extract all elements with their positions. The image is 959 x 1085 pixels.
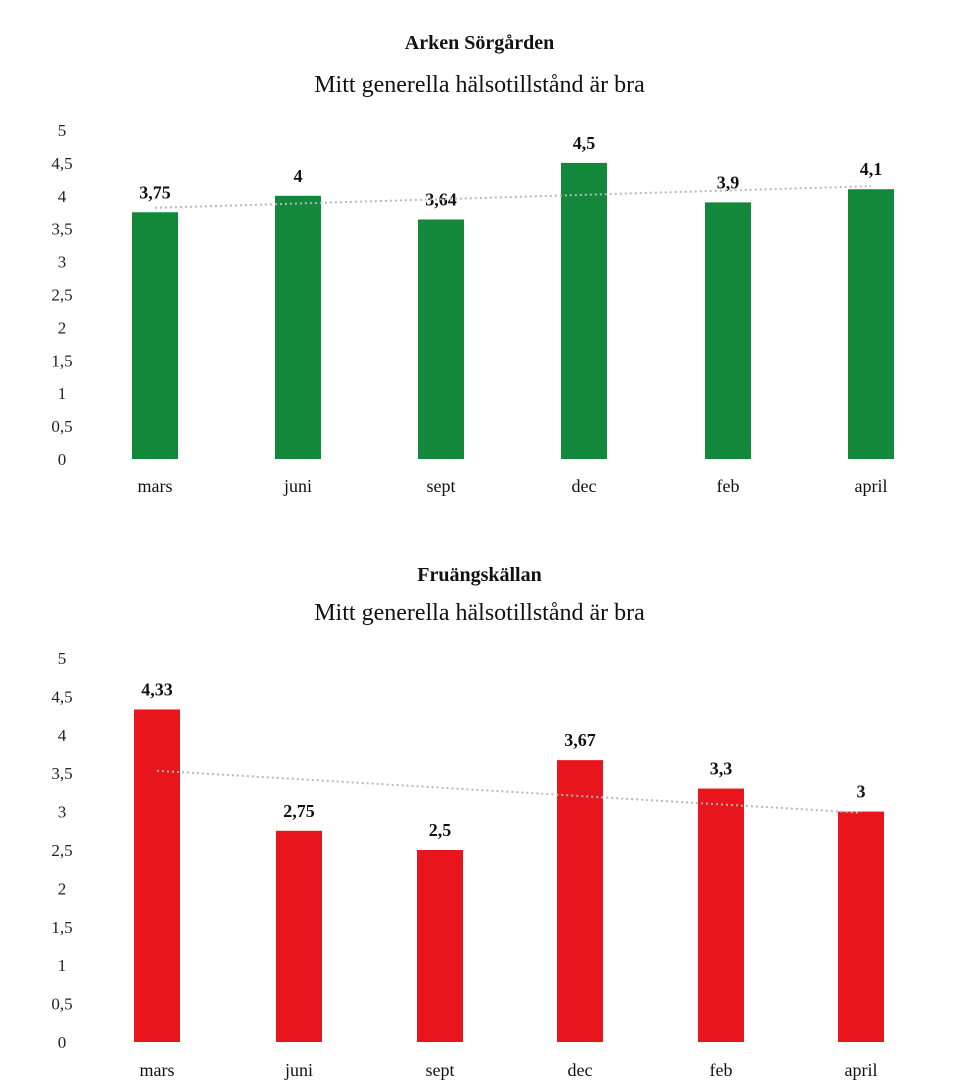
trend-line bbox=[156, 769, 862, 814]
bar-sept bbox=[417, 850, 463, 1042]
y-tick-label: 4 bbox=[58, 187, 67, 206]
y-tick-label: 5 bbox=[58, 121, 67, 140]
bar-juni bbox=[275, 195, 321, 460]
category-label: sept bbox=[427, 476, 456, 496]
data-label: 4 bbox=[294, 166, 303, 186]
y-tick-label: 4,5 bbox=[51, 154, 72, 173]
category-label: dec bbox=[572, 476, 597, 496]
bar-sept bbox=[418, 219, 464, 459]
y-tick-label: 3 bbox=[58, 253, 67, 272]
category-label: sept bbox=[426, 1060, 455, 1080]
category-label: feb bbox=[710, 1060, 733, 1080]
category-label: april bbox=[855, 476, 888, 496]
y-tick-label: 1 bbox=[58, 956, 67, 975]
y-tick-label: 3 bbox=[58, 803, 67, 822]
data-label: 3,9 bbox=[717, 172, 740, 192]
bar-feb bbox=[705, 202, 751, 459]
chart-subtitle: Mitt generella hälsotillstånd är bra bbox=[314, 72, 645, 98]
category-label: juni bbox=[284, 1060, 313, 1080]
bar-juni bbox=[276, 830, 322, 1042]
chart-arken-sorgarden: Arken Sörgården Mitt generella hälsotill… bbox=[0, 0, 959, 540]
bar-dec bbox=[561, 162, 607, 459]
bar-april bbox=[838, 811, 884, 1042]
y-tick-label: 1,5 bbox=[51, 918, 72, 937]
data-label: 2,75 bbox=[283, 801, 315, 821]
y-tick-label: 0,5 bbox=[51, 995, 72, 1014]
category-label: dec bbox=[568, 1060, 593, 1080]
category-label: juni bbox=[283, 476, 312, 496]
y-tick-label: 0 bbox=[58, 1033, 67, 1052]
data-label: 4,33 bbox=[141, 679, 173, 699]
y-tick-label: 0,5 bbox=[51, 417, 72, 436]
y-tick-label: 2 bbox=[58, 879, 67, 898]
data-label: 4,1 bbox=[860, 159, 883, 179]
data-label: 3 bbox=[857, 782, 866, 802]
trend-line bbox=[154, 185, 872, 209]
data-label: 2,5 bbox=[429, 820, 452, 840]
y-tick-label: 2,5 bbox=[51, 841, 72, 860]
category-label: mars bbox=[138, 476, 173, 496]
data-label: 3,75 bbox=[139, 182, 171, 202]
y-tick-label: 3,5 bbox=[51, 764, 72, 783]
bar-dec bbox=[557, 760, 603, 1042]
category-label: april bbox=[845, 1060, 878, 1080]
y-tick-label: 1 bbox=[58, 384, 67, 403]
chart-fruangskallan: Fruängskällan Mitt generella hälsotillst… bbox=[0, 540, 959, 1085]
bar-feb bbox=[698, 788, 744, 1042]
chart-subtitle: Mitt generella hälsotillstånd är bra bbox=[314, 600, 645, 626]
chart-title: Arken Sörgården bbox=[404, 32, 555, 54]
y-tick-label: 4 bbox=[58, 726, 67, 745]
y-tick-label: 0 bbox=[58, 450, 67, 469]
y-tick-label: 1,5 bbox=[51, 351, 72, 370]
y-tick-label: 5 bbox=[58, 649, 67, 668]
data-label: 3,3 bbox=[710, 759, 733, 779]
category-label: mars bbox=[140, 1060, 175, 1080]
bar-mars bbox=[134, 709, 180, 1042]
chart-title: Fruängskällan bbox=[417, 564, 542, 586]
bar-mars bbox=[132, 212, 178, 459]
bar-april bbox=[848, 189, 894, 459]
y-tick-label: 2 bbox=[58, 318, 67, 337]
chart-plot: 00,511,522,533,544,553,75mars4juni3,64se… bbox=[51, 121, 894, 496]
y-tick-label: 4,5 bbox=[51, 687, 72, 706]
chart-plot: 0 0,5 1 1,5 2 2,5 3 3,5 4 4,5 5 4,33 mars 2,75 juni 2,5… bbox=[51, 649, 884, 1080]
data-label: 4,5 bbox=[573, 133, 596, 153]
data-label: 3,67 bbox=[564, 730, 596, 750]
category-label: feb bbox=[717, 476, 740, 496]
y-tick-label: 2,5 bbox=[51, 286, 72, 305]
y-tick-label: 3,5 bbox=[51, 220, 72, 239]
